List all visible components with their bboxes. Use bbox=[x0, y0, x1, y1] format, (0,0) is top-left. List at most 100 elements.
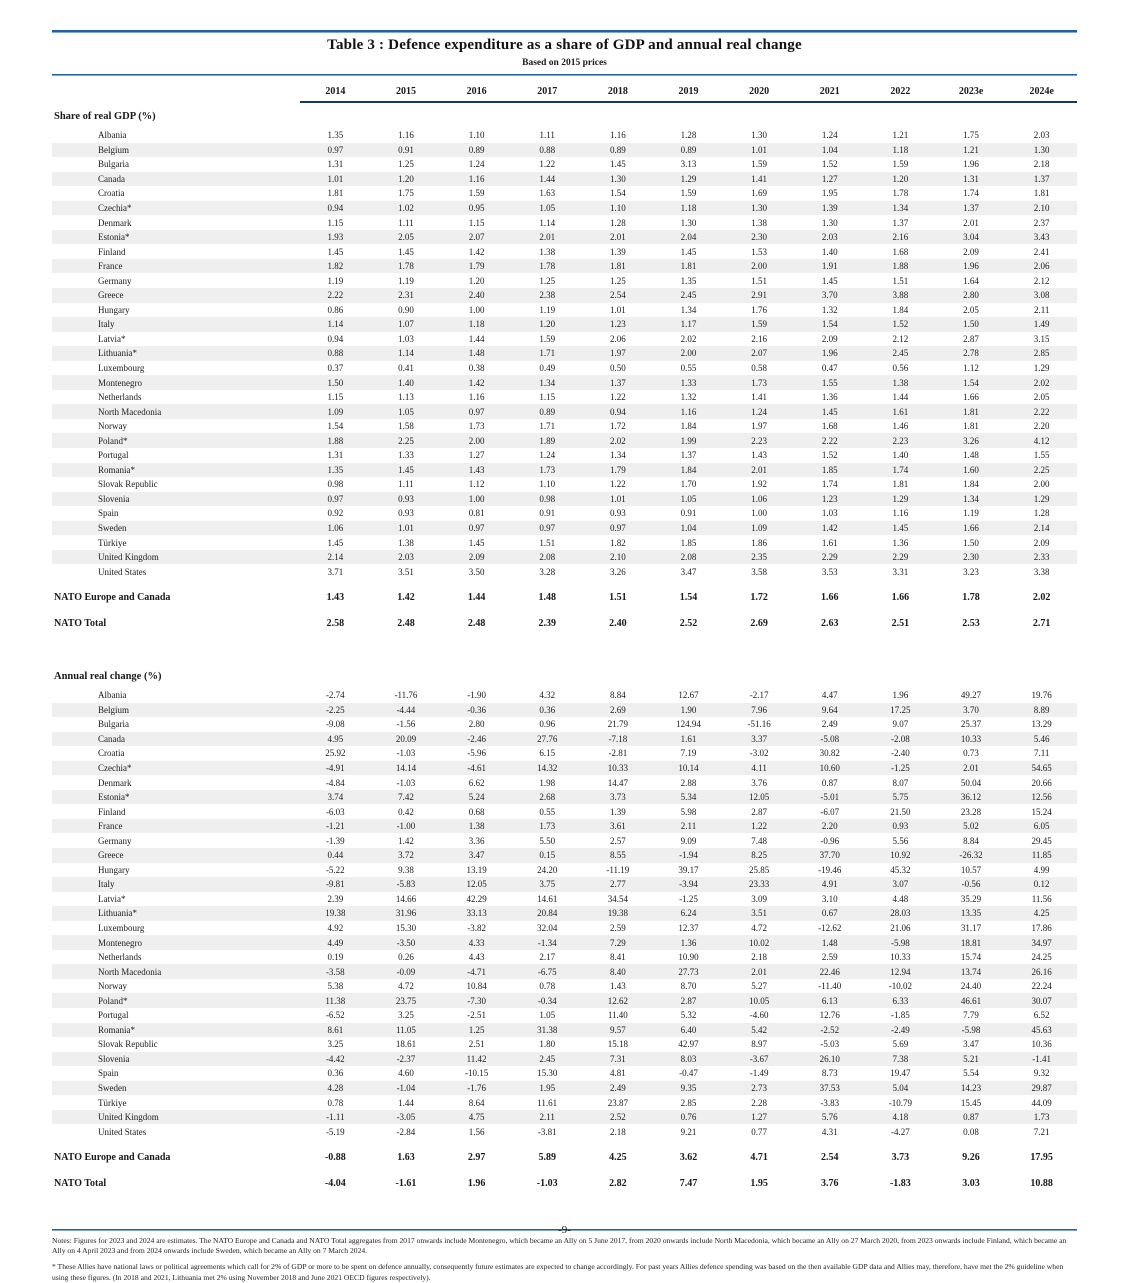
value-cell: 10.33 bbox=[960, 733, 982, 744]
value-cell: 1.30 bbox=[609, 173, 626, 184]
value-cell: 1.98 bbox=[539, 777, 556, 788]
value-cell: 1.20 bbox=[539, 319, 556, 330]
value-cell: 1.55 bbox=[821, 377, 838, 388]
value-cell: -1.49 bbox=[749, 1068, 769, 1079]
value-cell: 5.69 bbox=[892, 1039, 909, 1050]
value-cell: 2.25 bbox=[398, 435, 414, 446]
value-cell: 1.68 bbox=[821, 421, 838, 432]
value-cell: 4.72 bbox=[751, 922, 767, 933]
value-cell: 3.70 bbox=[963, 704, 979, 715]
value-cell: 6.52 bbox=[1033, 1010, 1050, 1021]
value-cell: 1.89 bbox=[539, 435, 556, 446]
value-cell: 1.38 bbox=[751, 217, 767, 228]
value-cell: -5.22 bbox=[325, 864, 345, 875]
table-title: Table 3 : Defence expenditure as a share… bbox=[327, 37, 802, 53]
value-cell: 18.61 bbox=[395, 1039, 417, 1050]
value-cell: 0.97 bbox=[468, 523, 485, 534]
value-cell: 1.05 bbox=[398, 406, 414, 417]
value-cell: 3.47 bbox=[680, 566, 697, 577]
value-cell: 1.31 bbox=[327, 159, 344, 170]
value-cell: 1.22 bbox=[751, 821, 767, 832]
value-cell: 2.23 bbox=[751, 435, 767, 446]
value-cell: -3.58 bbox=[325, 966, 345, 977]
value-cell: 4.25 bbox=[609, 1152, 627, 1164]
value-cell: 7.19 bbox=[680, 748, 697, 759]
country-name: Bulgaria bbox=[98, 159, 129, 170]
value-cell: 1.70 bbox=[680, 479, 697, 490]
value-cell: 3.23 bbox=[963, 566, 979, 577]
value-cell: 1.24 bbox=[821, 130, 838, 141]
value-cell: 1.28 bbox=[680, 130, 697, 141]
value-cell: 3.70 bbox=[821, 290, 838, 301]
value-cell: 1.59 bbox=[751, 159, 767, 170]
value-cell: 0.96 bbox=[539, 719, 556, 730]
value-cell: 1.84 bbox=[892, 304, 909, 315]
value-cell: 1.96 bbox=[963, 159, 979, 170]
value-cell: 8.84 bbox=[609, 690, 626, 701]
value-cell: 0.12 bbox=[1033, 879, 1050, 890]
country-name: North Macedonia bbox=[98, 406, 162, 417]
value-cell: 1.96 bbox=[467, 1178, 486, 1190]
value-cell: -0.88 bbox=[324, 1152, 346, 1164]
country-name: Netherlands bbox=[98, 392, 142, 403]
notes-text: Notes: Figures for 2023 and 2024 are est… bbox=[52, 1235, 1067, 1256]
value-cell: 5.38 bbox=[327, 981, 344, 992]
value-cell: 7.47 bbox=[679, 1178, 698, 1190]
value-cell: -0.36 bbox=[467, 704, 486, 715]
value-cell: 10.84 bbox=[466, 981, 487, 992]
country-name: Croatia bbox=[98, 748, 125, 759]
value-cell: -10.02 bbox=[888, 981, 913, 992]
value-cell: 1.07 bbox=[398, 319, 414, 330]
value-cell: 8.73 bbox=[821, 1068, 838, 1079]
value-cell: 2.02 bbox=[1033, 377, 1050, 388]
value-cell: -5.08 bbox=[820, 733, 840, 744]
value-cell: 14.47 bbox=[607, 777, 628, 788]
value-cell: 1.44 bbox=[468, 333, 485, 344]
value-cell: 1.43 bbox=[751, 450, 767, 461]
value-cell: 2.85 bbox=[680, 1097, 697, 1108]
value-cell: 2.52 bbox=[609, 1112, 626, 1123]
table-row: Italy 1.14 1.07 1.18 1.20 1.23 1.17 1.59 1.54 1.5… bbox=[52, 317, 1077, 332]
value-cell: 3.51 bbox=[398, 566, 414, 577]
value-cell: 1.51 bbox=[892, 275, 909, 286]
value-cell: 1.16 bbox=[680, 406, 697, 417]
value-cell: 1.04 bbox=[680, 523, 697, 534]
table-row: Lithuania* 19.38 31.96 33.13 20.84 19.38 6.24 3… bbox=[52, 906, 1077, 921]
value-cell: 2.03 bbox=[1033, 130, 1050, 141]
value-cell: 0.94 bbox=[327, 333, 344, 344]
value-cell: 1.95 bbox=[821, 188, 838, 199]
value-cell: 1.38 bbox=[539, 246, 556, 257]
value-cell: 1.61 bbox=[892, 406, 909, 417]
value-cell: 30.07 bbox=[1031, 995, 1052, 1006]
value-cell: 35.29 bbox=[960, 893, 982, 904]
value-cell: 3.47 bbox=[963, 1039, 979, 1050]
value-cell: 2.23 bbox=[892, 435, 909, 446]
value-cell: 3.07 bbox=[892, 879, 909, 890]
value-cell: 1.84 bbox=[963, 479, 979, 490]
table-row: Spain 0.92 0.93 0.81 0.91 0.93 0.91 1.00 1.03 1.1… bbox=[52, 506, 1077, 521]
value-cell: 2.88 bbox=[680, 777, 697, 788]
value-cell: 0.91 bbox=[680, 508, 697, 519]
value-cell: 0.93 bbox=[398, 493, 414, 504]
value-cell: 25.92 bbox=[325, 748, 346, 759]
value-cell: 49.27 bbox=[960, 690, 982, 701]
value-cell: 2.68 bbox=[539, 792, 556, 803]
table-row: Belgium -2.25 -4.44 -0.36 0.36 2.69 1.90 7.96 9.… bbox=[52, 702, 1077, 718]
table-row: Greece 0.44 3.72 3.47 0.15 8.55 -1.94 8.25 37.70… bbox=[52, 847, 1077, 863]
value-cell: -3.82 bbox=[467, 922, 486, 933]
table-row: Bulgaria -9.08 -1.56 2.80 0.96 21.79 124.94 -51… bbox=[52, 717, 1077, 732]
value-cell: 12.05 bbox=[466, 879, 487, 890]
value-cell: 4.48 bbox=[892, 893, 909, 904]
value-cell: 9.21 bbox=[680, 1126, 697, 1137]
value-cell: 1.28 bbox=[609, 217, 626, 228]
value-cell: 3.10 bbox=[821, 893, 838, 904]
table-row: Poland* 1.88 2.25 2.00 1.89 2.02 1.99 2.23 2.22 2… bbox=[52, 433, 1077, 449]
value-cell: 1.16 bbox=[468, 392, 485, 403]
value-cell: 1.45 bbox=[680, 246, 697, 257]
country-name: Greece bbox=[98, 290, 124, 301]
value-cell: 10.92 bbox=[890, 850, 911, 861]
value-cell: 24.25 bbox=[1031, 952, 1052, 963]
value-cell: 0.78 bbox=[539, 981, 556, 992]
value-cell: 1.78 bbox=[539, 261, 556, 272]
value-cell: 8.25 bbox=[751, 850, 767, 861]
